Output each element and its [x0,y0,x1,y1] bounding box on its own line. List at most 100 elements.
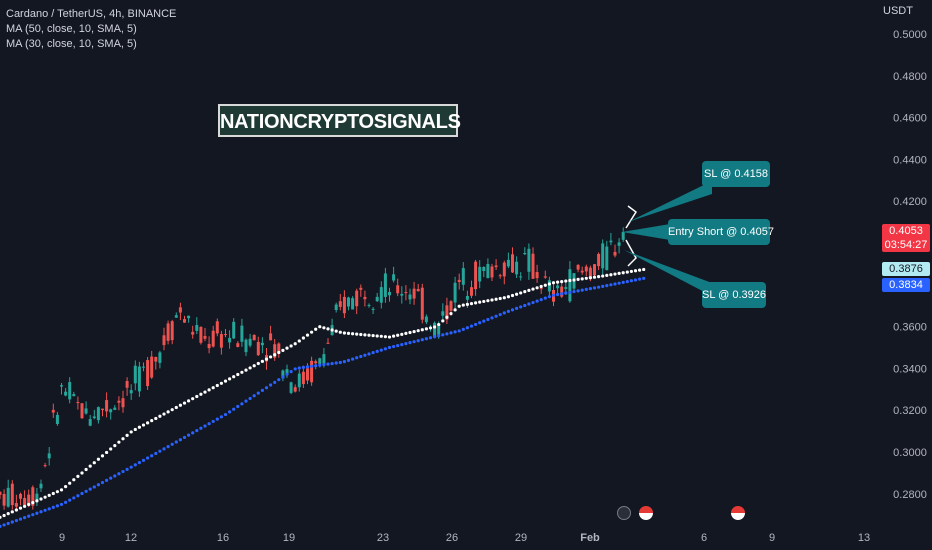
candle-body-3 [2,493,6,506]
candle-body-134 [539,288,543,290]
candle-body-126 [506,259,510,267]
candle-body-111 [445,305,449,320]
ma50-point-47 [182,401,187,405]
candle-body-106 [424,316,428,323]
candle-body-132 [531,253,535,279]
candle-body-58 [228,337,232,343]
candle-body-96 [383,273,387,297]
flash-event-icon[interactable] [617,506,631,520]
ma30-point-100 [400,342,404,347]
ma30-point-19 [68,498,72,502]
ma50-point-135 [543,283,547,287]
ma50-point-67 [264,357,269,361]
candle-body-42 [162,335,166,346]
ma50-point-125 [502,296,506,300]
time-axis[interactable]: 9 12 16 19 23 26 29 Feb 6 9 13 [59,532,870,544]
ma30-point-43 [166,444,170,449]
ma50-point-87 [346,331,351,335]
candle-body-88 [351,298,355,310]
ma50-point-64 [252,364,256,368]
candle-body-146 [588,267,592,279]
callout-sl-upper[interactable]: SL @ 0.4158 [702,161,770,187]
ma30-point-58 [228,410,232,414]
symbol-title: Cardano / TetherUS, 4h, BINANCE [6,8,177,20]
ma30-point-21 [76,494,80,498]
ma50-point-27 [100,454,105,458]
ma30-point-28 [105,478,109,482]
ma30-point-80 [318,363,322,367]
candle-body-131 [527,248,531,272]
ma-blue-price-tag: 0.3834 [882,278,930,292]
us-flag-event-icon-2[interactable] [731,506,745,520]
candle-body-123 [494,265,498,268]
ma50-point-148 [597,275,601,279]
candle-body-78 [310,360,314,383]
ma30-point-90 [359,354,363,359]
candle-body-52 [203,336,207,339]
ma50-point-119 [478,300,482,304]
ma30-point-136 [547,295,552,299]
candle-body-9 [27,494,31,504]
ma30-point-110 [441,333,445,337]
ma50-point-44 [170,408,174,412]
ma50-point-70 [277,350,281,355]
ma50-point-124 [498,296,502,301]
ma50-point-110 [441,319,445,323]
candle-body-75 [297,373,301,388]
candle-body-48 [187,315,191,319]
ma30-point-109 [437,334,441,338]
candle-body-53 [207,344,211,349]
ma30-point-147 [592,286,597,290]
candle-body-113 [453,282,457,303]
ma50-point-144 [580,277,584,281]
candle-body-84 [334,304,338,310]
ma30-point-48 [187,433,191,437]
ma50-point-43 [166,410,170,414]
ma30-point-17 [59,502,64,507]
ma50-point-123 [494,297,498,301]
bar-countdown: 03:54:27 [884,239,928,251]
ma30-point-145 [584,287,588,291]
ma30-point-36 [137,461,141,465]
candle-body-105 [420,287,424,320]
ma50-point-20 [72,478,76,482]
ma50-point-13 [43,495,47,499]
ma50-point-26 [96,457,100,461]
candle-body-150 [605,246,609,271]
ma30-point-72 [285,372,289,376]
ma50-point-33 [125,433,129,437]
ma30-point-66 [260,388,264,393]
ma50-point-128 [515,292,519,296]
ma50-point-15 [51,491,55,496]
callout-tail-upper [628,181,712,222]
ma30-point-101 [404,342,408,346]
candle-body-93 [371,308,375,310]
ma30-point-107 [428,336,433,340]
ma30-point-119 [478,321,482,325]
ma50-point-78 [310,330,314,334]
callout-sl-lower[interactable]: SL @ 0.3926 [702,282,766,308]
ma30-point-70 [277,378,281,382]
candle-body-34 [129,390,133,394]
candle-body-14 [47,453,51,459]
ma50-point-69 [273,353,277,357]
candle-body-119 [478,266,482,282]
last-price-tag: 0.4053 03:54:27 [882,224,930,252]
candle-body-49 [191,331,195,335]
ma30-point-156 [629,279,634,283]
candle-body-94 [375,296,379,302]
candle-body-60 [236,343,240,347]
candle-body-74 [293,387,297,392]
callout-entry-short[interactable]: Entry Short @ 0.4057 [668,219,774,245]
ma50-point-10 [31,501,35,505]
ma30-point-34 [129,465,133,469]
candle-body-4 [6,487,10,507]
us-flag-event-icon[interactable] [639,506,653,520]
ma50-point-140 [564,279,568,283]
candle-body-29 [109,409,113,413]
ma30-point-151 [609,283,613,287]
candle-body-47 [183,319,186,323]
ma30-point-27 [100,480,105,485]
ma30-point-62 [244,399,248,403]
